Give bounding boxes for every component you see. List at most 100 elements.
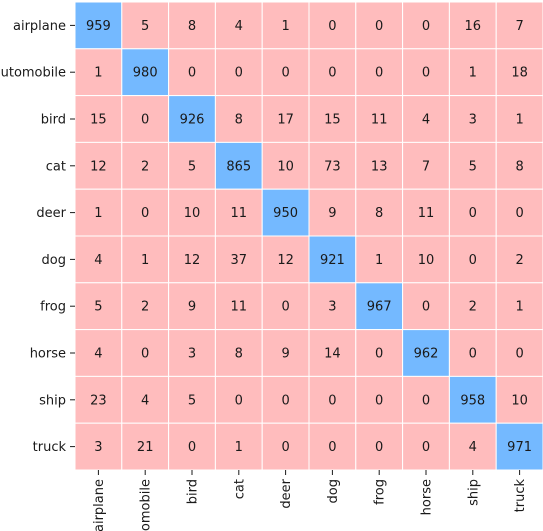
cell-value-r3-c2: 5 [188, 159, 196, 174]
cell-value-r0-c5: 0 [328, 19, 336, 34]
x-tick-label-ship: ship [466, 479, 481, 506]
heatmap-cell-r2-c7 [402, 95, 450, 143]
heatmap-cell-r6-c2 [168, 282, 216, 331]
heatmap-cell-r0-c2 [168, 1, 216, 50]
cell-value-r7-c7: 962 [414, 347, 439, 362]
y-tick-label-automobile: automobile [0, 66, 66, 81]
cell-value-r3-c7: 7 [422, 159, 430, 174]
cell-value-r6-c9: 1 [515, 300, 523, 315]
cell-value-r1-c3: 0 [235, 66, 243, 81]
cell-value-r2-c3: 8 [235, 113, 243, 128]
heatmap-cell-r9-c6 [355, 422, 404, 471]
cell-value-r5-c1: 1 [141, 253, 149, 268]
cell-value-r9-c9: 971 [507, 440, 532, 455]
cell-value-r9-c2: 0 [188, 440, 196, 455]
cell-value-r1-c1: 980 [133, 66, 158, 81]
y-tick-label-cat: cat [46, 159, 66, 174]
heatmap-cell-r6-c5 [308, 282, 357, 331]
heatmap-cell-r6-c7 [402, 282, 450, 331]
heatmap-cell-r5-c0 [74, 235, 123, 284]
cell-value-r9-c5: 0 [328, 440, 336, 455]
heatmap-cell-r7-c1 [121, 329, 170, 377]
cell-value-r1-c2: 0 [188, 66, 196, 81]
cell-value-r4-c0: 1 [94, 206, 102, 221]
cell-value-r9-c7: 0 [422, 440, 430, 455]
heatmap-cell-r9-c0 [74, 422, 123, 471]
x-tick-label-frog: frog [373, 479, 388, 505]
cell-value-r8-c5: 0 [328, 393, 336, 408]
cell-value-r0-c9: 7 [515, 19, 523, 34]
cell-value-r7-c4: 9 [281, 347, 289, 362]
cell-value-r8-c0: 23 [90, 393, 107, 408]
cell-value-r5-c4: 12 [277, 253, 294, 268]
cell-value-r0-c3: 4 [235, 19, 243, 34]
cell-value-r1-c8: 1 [469, 66, 477, 81]
cell-value-r2-c2: 926 [180, 113, 205, 128]
heatmap-cell-r7-c9 [495, 329, 543, 377]
heatmap-cell-r0-c1 [121, 1, 170, 50]
cell-value-r6-c3: 11 [231, 300, 248, 315]
y-tick-label-dog: dog [42, 253, 66, 268]
cell-value-r3-c0: 12 [90, 159, 107, 174]
heatmap-cell-r9-c3 [214, 422, 263, 471]
heatmap-cell-r1-c1 [121, 48, 170, 97]
cell-value-r3-c1: 2 [141, 159, 149, 174]
cell-value-r9-c8: 4 [469, 440, 477, 455]
cell-value-r3-c4: 10 [277, 159, 294, 174]
heatmap-cell-r2-c6 [355, 95, 404, 143]
heatmap-cell-r9-c1 [121, 422, 170, 471]
heatmap-cell-r6-c9 [495, 282, 543, 331]
y-tick-label-airplane: airplane [13, 19, 66, 34]
x-tick-label-deer: deer [279, 478, 294, 508]
cell-value-r7-c8: 0 [469, 347, 477, 362]
y-tick-label-bird: bird [41, 113, 66, 128]
cell-value-r8-c9: 10 [511, 393, 528, 408]
cell-value-r0-c0: 959 [86, 19, 111, 34]
cell-value-r7-c5: 14 [324, 347, 341, 362]
cell-value-r5-c2: 12 [184, 253, 201, 268]
x-tick-label-dog: dog [326, 479, 341, 503]
cell-value-r1-c0: 1 [94, 66, 102, 81]
heatmap-cell-r6-c3 [214, 282, 263, 331]
cell-value-r4-c1: 0 [141, 206, 149, 221]
heatmap-cell-r8-c5 [308, 375, 357, 424]
x-tick-label-cat: cat [232, 479, 247, 499]
heatmap-cell-r4-c5 [308, 188, 357, 237]
x-tick-label-automobile: automobile [139, 479, 154, 531]
heatmap-cell-r4-c3 [214, 188, 263, 237]
cell-value-r5-c7: 10 [418, 253, 435, 268]
cell-value-r8-c6: 0 [375, 393, 383, 408]
cell-value-r4-c6: 8 [375, 206, 383, 221]
y-tick-label-horse: horse [30, 347, 66, 362]
cell-value-r4-c3: 11 [231, 206, 248, 221]
heatmap-cell-r2-c1 [121, 95, 170, 143]
cell-value-r6-c0: 5 [94, 300, 102, 315]
heatmap-cell-r0-c7 [402, 1, 450, 50]
cell-value-r3-c3: 865 [226, 159, 251, 174]
heatmap-cell-r6-c0 [74, 282, 123, 331]
cell-value-r8-c1: 4 [141, 393, 149, 408]
cell-value-r1-c9: 18 [511, 66, 528, 81]
cell-value-r8-c3: 0 [235, 393, 243, 408]
cell-value-r0-c4: 1 [281, 19, 289, 34]
cell-value-r0-c6: 0 [375, 19, 383, 34]
cell-value-r7-c1: 0 [141, 347, 149, 362]
cell-value-r5-c0: 4 [94, 253, 102, 268]
cell-value-r1-c7: 0 [422, 66, 430, 81]
cell-value-r0-c8: 16 [465, 19, 482, 34]
cell-value-r7-c6: 0 [375, 347, 383, 362]
heatmap-cell-r3-c9 [495, 141, 543, 190]
cell-value-r2-c1: 0 [141, 113, 149, 128]
heatmap-cell-r9-c7 [402, 422, 450, 471]
cell-value-r4-c5: 9 [328, 206, 336, 221]
cell-value-r6-c7: 0 [422, 300, 430, 315]
cell-value-r3-c6: 13 [371, 159, 388, 174]
heatmap-cell-r5-c3 [214, 235, 263, 284]
cell-value-r1-c6: 0 [375, 66, 383, 81]
cell-value-r0-c7: 0 [422, 19, 430, 34]
heatmap-cell-r7-c8 [448, 329, 497, 377]
cell-value-r6-c2: 9 [188, 300, 196, 315]
cell-value-r4-c4: 950 [273, 206, 298, 221]
cell-value-r6-c4: 0 [281, 300, 289, 315]
